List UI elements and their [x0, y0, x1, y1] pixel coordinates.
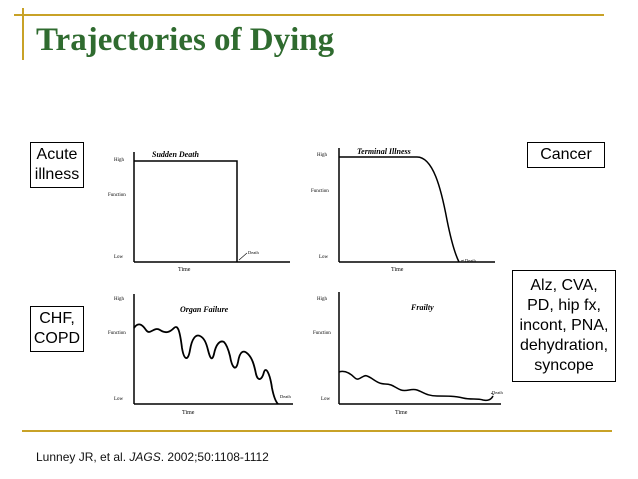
- x-time-label: Time: [182, 410, 195, 416]
- x-time-label: Time: [395, 410, 408, 416]
- citation-journal: JAGS: [129, 450, 161, 464]
- trajectory-line: [133, 323, 279, 405]
- y-function-label: Function: [108, 331, 126, 336]
- y-low-label: Low: [114, 397, 124, 402]
- chf-copd-label: CHF, COPD: [30, 306, 84, 352]
- acute-illness-text: Acute illness: [34, 146, 80, 183]
- y-high-label: High: [317, 297, 328, 302]
- frailty-chart: Frailty High Function Low Time Death: [313, 292, 503, 416]
- footer-rule: [22, 430, 612, 432]
- death-label: Death: [280, 394, 291, 399]
- y-high-label: High: [317, 153, 328, 158]
- death-pointer: [490, 392, 495, 396]
- cancer-label: Cancer: [527, 142, 605, 168]
- cancer-text: Cancer: [540, 146, 592, 163]
- trajectory-line: [338, 370, 494, 402]
- frailty-causes-text: Alz, CVA, PD, hip fx, incont, PNA, dehyd…: [519, 277, 609, 374]
- sudden-death-chart: Sudden Death High Function Low Time Deat…: [108, 150, 290, 273]
- chart-title: Frailty: [410, 303, 434, 312]
- acute-illness-label: Acute illness: [30, 142, 84, 188]
- death-pointer: [460, 259, 465, 262]
- death-label: Death: [465, 258, 476, 263]
- citation-details: . 2002;50:1108-1112: [160, 450, 269, 464]
- trajectory-line: [339, 156, 460, 263]
- y-low-label: Low: [321, 397, 331, 402]
- citation-authors: Lunney JR, et al.: [36, 450, 130, 464]
- slide-title: Trajectories of Dying: [36, 22, 335, 58]
- death-label: Death: [492, 390, 503, 395]
- y-function-label: Function: [311, 189, 329, 194]
- left-vertical-rule: [22, 8, 24, 60]
- chart-title: Sudden Death: [152, 150, 199, 159]
- frailty-causes-label: Alz, CVA, PD, hip fx, incont, PNA, dehyd…: [512, 270, 616, 382]
- chf-copd-text: CHF, COPD: [33, 310, 81, 347]
- y-function-label: Function: [313, 331, 331, 336]
- terminal-illness-chart: Terminal Illness High Function Low Time …: [311, 147, 495, 273]
- x-time-label: Time: [178, 267, 191, 273]
- organ-failure-chart: Organ Failure High Function Low Time Dea…: [108, 294, 293, 416]
- top-rule: [14, 14, 604, 16]
- death-label: Death: [248, 250, 259, 255]
- death-pointer: [238, 252, 248, 261]
- y-high-label: High: [114, 297, 125, 302]
- chart-title: Terminal Illness: [357, 147, 411, 156]
- trajectory-line: [134, 160, 238, 262]
- chart-title: Organ Failure: [180, 305, 229, 314]
- citation: Lunney JR, et al. JAGS. 2002;50:1108-111…: [36, 450, 269, 464]
- x-time-label: Time: [391, 267, 404, 273]
- y-high-label: High: [114, 158, 125, 163]
- y-low-label: Low: [114, 255, 124, 260]
- y-function-label: Function: [108, 193, 126, 198]
- y-low-label: Low: [319, 255, 329, 260]
